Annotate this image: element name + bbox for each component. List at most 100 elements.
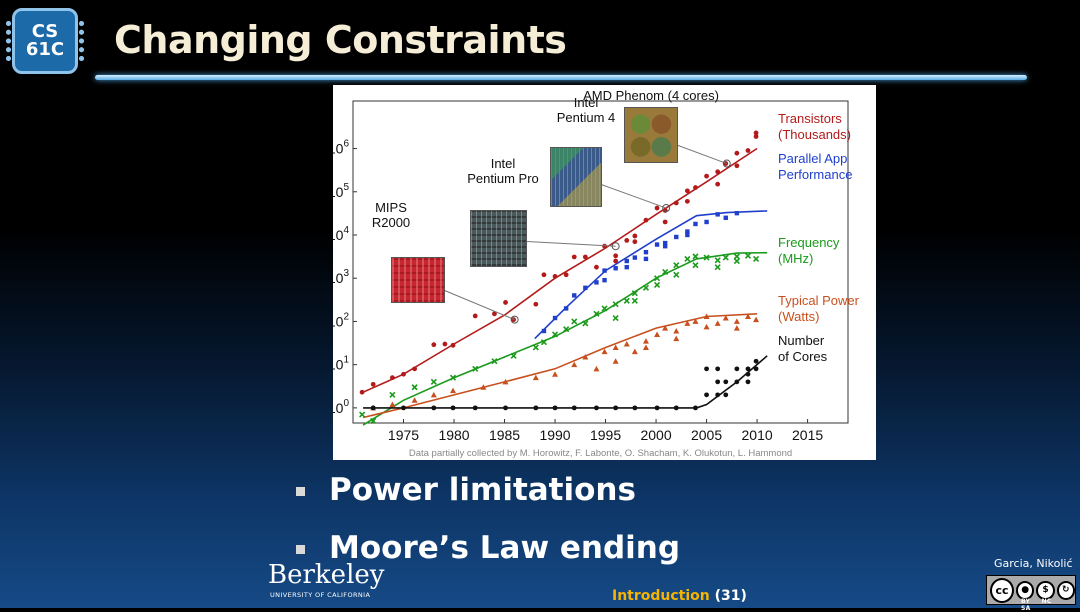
data-point <box>370 381 376 387</box>
trend-line <box>362 251 768 426</box>
data-point <box>431 405 437 411</box>
callout-marker <box>722 159 731 168</box>
license-label: SA <box>1021 605 1031 612</box>
data-point <box>571 318 578 325</box>
cc-icon: cc <box>990 577 1015 603</box>
data-point <box>753 130 759 136</box>
data-point <box>612 314 619 322</box>
data-point <box>733 318 740 324</box>
data-point <box>715 392 721 398</box>
data-point <box>753 366 759 372</box>
chart-panel: 1975198019851990199520002005201020151001… <box>333 85 876 460</box>
data-point <box>430 378 437 385</box>
data-point <box>359 411 366 418</box>
data-point <box>662 244 668 249</box>
data-point <box>653 281 661 288</box>
data-point <box>684 320 691 326</box>
data-point <box>662 240 668 246</box>
data-point <box>540 339 548 346</box>
data-point <box>714 257 721 264</box>
data-point <box>734 210 740 216</box>
series-label: Transistors <box>778 111 842 126</box>
amd-phenom-chip-icon <box>624 107 678 163</box>
data-point <box>552 315 558 321</box>
berkeley-subtitle: UNIVERSITY OF CALIFORNIA <box>270 591 371 599</box>
data-point <box>673 335 680 342</box>
data-point <box>502 378 509 385</box>
slide-title: Changing Constraints <box>114 18 567 62</box>
data-point <box>684 188 690 194</box>
data-point <box>594 280 599 285</box>
y-tick-exponent: 3 <box>343 268 349 279</box>
series-label: Number <box>778 333 825 348</box>
y-tick-exponent: 4 <box>343 225 349 236</box>
x-tick-label: 1975 <box>388 427 419 443</box>
data-point <box>715 366 721 372</box>
data-point <box>491 358 498 365</box>
page-number: (31) <box>714 588 747 604</box>
data-point <box>643 256 649 262</box>
data-point <box>613 258 619 264</box>
data-point <box>563 306 569 311</box>
footer-section: Introduction (31) <box>612 588 747 604</box>
data-point <box>450 405 456 411</box>
data-point <box>552 405 558 411</box>
data-point <box>654 205 660 211</box>
data-point <box>704 366 709 372</box>
data-point <box>571 361 578 368</box>
data-point <box>673 200 679 206</box>
x-tick-label: 2015 <box>792 427 823 443</box>
data-point <box>612 301 619 308</box>
data-point <box>582 254 588 260</box>
data-point <box>734 163 740 169</box>
data-point <box>692 253 699 260</box>
data-point <box>642 338 649 344</box>
data-point <box>715 181 721 187</box>
processor-label: MIPS <box>375 200 407 215</box>
data-point <box>533 405 539 411</box>
data-point <box>370 417 377 424</box>
data-point <box>632 405 638 411</box>
y-tick-exponent: 1 <box>343 355 349 366</box>
data-point <box>450 387 457 394</box>
data-point <box>411 397 418 403</box>
data-point <box>653 275 661 282</box>
data-point <box>673 328 680 334</box>
data-point <box>430 391 437 398</box>
processor-label: Pentium 4 <box>557 110 616 125</box>
bullet-item: Moore’s Law ending <box>296 530 680 566</box>
data-point <box>552 274 558 279</box>
data-point <box>613 266 618 271</box>
data-point <box>693 405 698 411</box>
bullet-square-icon <box>296 544 305 554</box>
processor-label: Pentium Pro <box>467 171 539 186</box>
data-point <box>370 405 376 411</box>
data-point <box>693 221 698 227</box>
data-point <box>449 374 457 381</box>
data-point <box>533 301 539 307</box>
data-point <box>631 297 638 304</box>
data-point <box>684 198 690 204</box>
data-point <box>472 405 478 411</box>
series-label: Typical Power <box>778 293 860 308</box>
data-point <box>723 392 729 398</box>
data-point <box>685 229 690 234</box>
sharealike-icon: ↻ <box>1056 580 1075 600</box>
data-point <box>703 323 710 330</box>
data-point <box>612 344 619 350</box>
data-point <box>359 389 365 395</box>
license-label: NC <box>1041 598 1052 605</box>
data-point <box>563 326 570 333</box>
y-tick-label: 101 <box>333 355 349 373</box>
data-point <box>503 300 508 305</box>
logo-line2: 61C <box>25 39 65 60</box>
processor-label: Intel <box>574 95 599 110</box>
data-point <box>624 258 629 264</box>
series-label: (Thousands) <box>778 127 851 142</box>
berkeley-logo: Berkeley <box>268 560 385 590</box>
data-point <box>703 254 710 261</box>
data-point <box>623 297 630 304</box>
data-point <box>673 262 680 269</box>
series-label: of Cores <box>778 349 828 364</box>
data-point <box>632 239 638 245</box>
